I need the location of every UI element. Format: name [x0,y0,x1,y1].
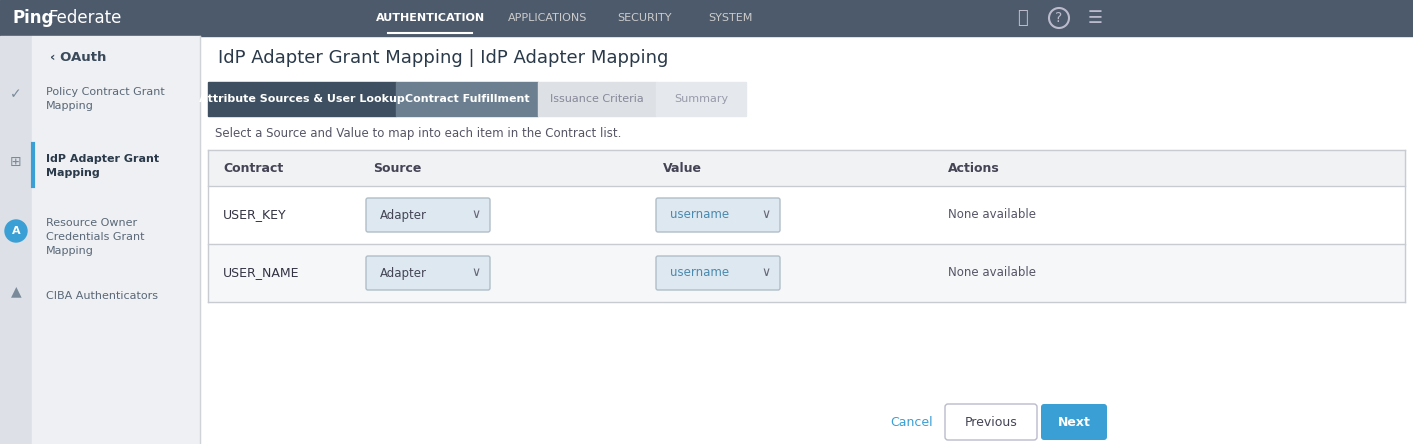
Bar [208,244,1405,302]
Bar [0,0,1413,36]
Bar [538,82,656,116]
Text: ⌕: ⌕ [1016,9,1027,27]
Text: IdP Adapter Grant
Mapping: IdP Adapter Grant Mapping [47,154,160,178]
Text: None available: None available [948,266,1036,280]
Text: Value: Value [663,162,702,174]
Text: ▲: ▲ [11,284,21,298]
FancyBboxPatch shape [656,198,780,232]
Text: AUTHENTICATION: AUTHENTICATION [376,13,485,23]
Text: Adapter: Adapter [380,266,427,280]
Text: username: username [670,266,729,280]
Text: Policy Contract Grant
Mapping: Policy Contract Grant Mapping [47,87,165,111]
Text: Source: Source [373,162,421,174]
Text: Ping: Ping [11,9,54,27]
Text: SECURITY: SECURITY [617,13,673,23]
Text: Summary: Summary [674,94,728,104]
Text: CIBA Authenticators: CIBA Authenticators [47,291,158,301]
Text: Previous: Previous [965,416,1017,428]
Text: ‹ OAuth: ‹ OAuth [49,52,106,64]
Text: USER_KEY: USER_KEY [223,209,287,222]
Text: A: A [11,226,20,236]
Text: Contract Fulfillment: Contract Fulfillment [404,94,530,104]
Text: Attribute Sources & User Lookup: Attribute Sources & User Lookup [199,94,406,104]
Bar [0,36,32,444]
Text: ∨: ∨ [472,209,480,222]
Text: IdP Adapter Grant Mapping | IdP Adapter Mapping: IdP Adapter Grant Mapping | IdP Adapter … [218,49,668,67]
Text: Contract: Contract [223,162,283,174]
Text: Adapter: Adapter [380,209,427,222]
Text: Actions: Actions [948,162,1000,174]
Text: USER_NAME: USER_NAME [223,266,300,280]
FancyBboxPatch shape [945,404,1037,440]
Text: Select a Source and Value to map into each item in the Contract list.: Select a Source and Value to map into ea… [215,127,622,140]
Text: ⊞: ⊞ [10,155,21,169]
FancyBboxPatch shape [656,256,780,290]
Text: ☰: ☰ [1088,9,1102,27]
Text: ∨: ∨ [472,266,480,280]
Text: None available: None available [948,209,1036,222]
Text: ∨: ∨ [762,266,770,280]
Bar [208,150,1405,186]
Text: SYSTEM: SYSTEM [708,13,752,23]
Bar [208,186,1405,244]
Text: ?: ? [1056,11,1063,25]
Bar [208,82,396,116]
Text: ✓: ✓ [10,87,21,101]
Text: Resource Owner
Credentials Grant
Mapping: Resource Owner Credentials Grant Mapping [47,218,144,256]
FancyBboxPatch shape [1041,404,1106,440]
Text: APPLICATIONS: APPLICATIONS [509,13,588,23]
Text: Federate: Federate [48,9,122,27]
Text: Next: Next [1057,416,1091,428]
Circle shape [6,220,27,242]
FancyBboxPatch shape [366,256,490,290]
Text: Cancel: Cancel [890,416,934,428]
Text: username: username [670,209,729,222]
FancyBboxPatch shape [366,198,490,232]
Bar [32,36,201,444]
Text: ∨: ∨ [762,209,770,222]
Text: Issuance Criteria: Issuance Criteria [550,94,644,104]
Bar [656,82,746,116]
Bar [396,82,538,116]
